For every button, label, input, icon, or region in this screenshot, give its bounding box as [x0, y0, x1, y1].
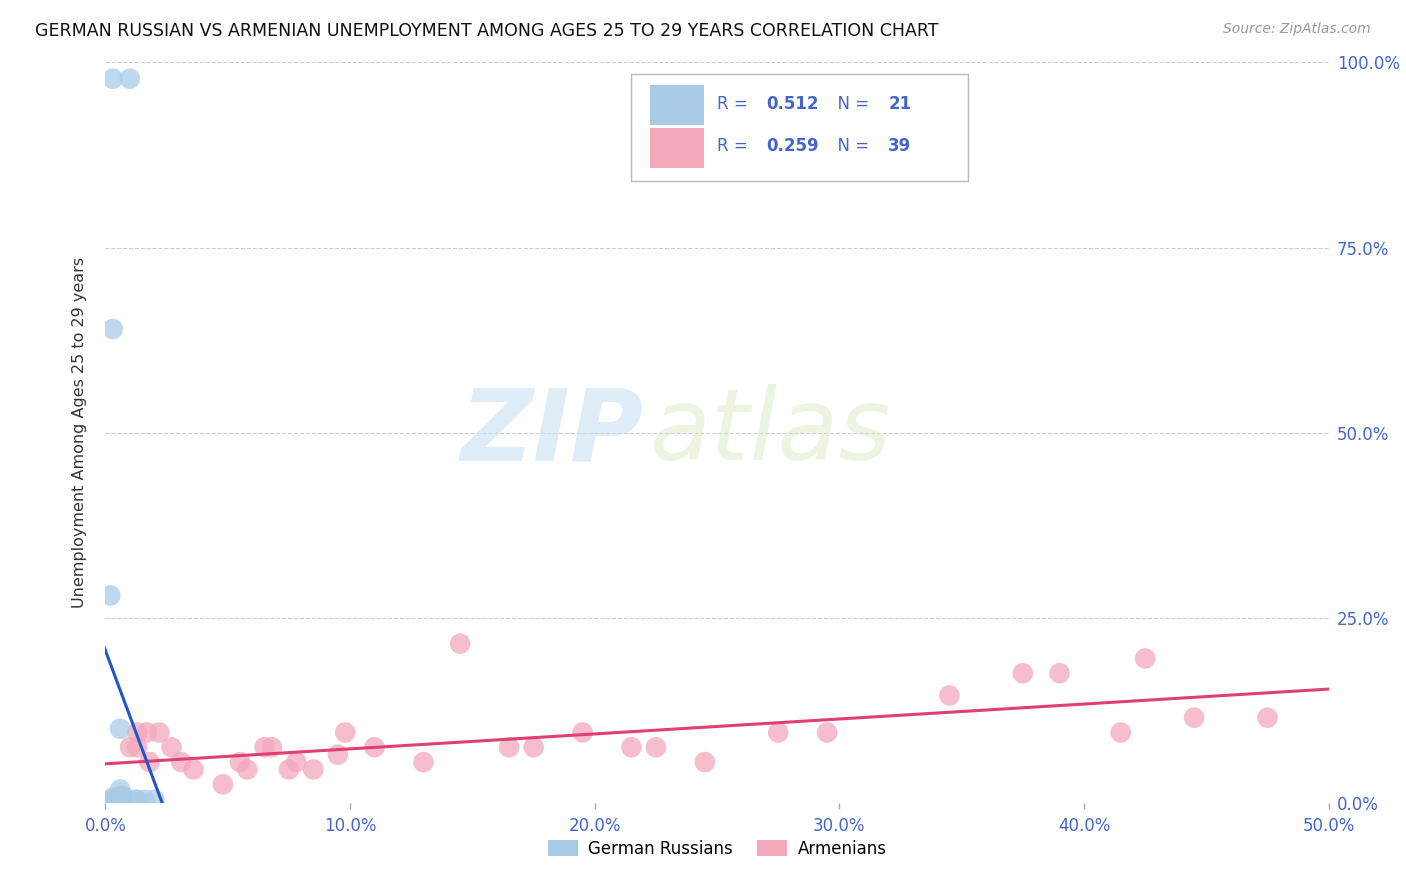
Point — [285, 755, 308, 769]
Y-axis label: Unemployment Among Ages 25 to 29 years: Unemployment Among Ages 25 to 29 years — [72, 257, 87, 608]
Point — [1182, 711, 1205, 725]
Point — [127, 793, 149, 807]
Text: 0.259: 0.259 — [766, 137, 818, 155]
Text: R =: R = — [717, 95, 754, 113]
Text: 0.512: 0.512 — [766, 95, 818, 113]
FancyBboxPatch shape — [650, 128, 703, 168]
Point — [1109, 725, 1132, 739]
Point — [1011, 666, 1033, 681]
Text: atlas: atlas — [650, 384, 891, 481]
Point — [363, 740, 385, 755]
Point — [1133, 651, 1156, 665]
Point — [111, 793, 134, 807]
Point — [693, 755, 716, 769]
Point — [768, 725, 790, 739]
Point — [136, 725, 159, 739]
Text: ZIP: ZIP — [461, 384, 644, 481]
Point — [107, 789, 129, 804]
FancyBboxPatch shape — [631, 73, 967, 181]
Point — [127, 725, 149, 739]
Point — [101, 790, 124, 805]
Point — [815, 725, 838, 739]
Point — [111, 789, 134, 804]
Point — [118, 740, 141, 755]
Text: Source: ZipAtlas.com: Source: ZipAtlas.com — [1223, 22, 1371, 37]
Point — [938, 689, 960, 703]
Point — [101, 793, 124, 807]
Point — [1256, 711, 1278, 725]
Point — [160, 740, 183, 755]
Point — [183, 763, 205, 777]
Point — [212, 777, 235, 791]
Point — [111, 789, 134, 804]
Point — [108, 782, 131, 797]
Point — [449, 637, 471, 651]
Point — [498, 740, 520, 755]
Text: 39: 39 — [889, 137, 911, 155]
Point — [118, 71, 141, 86]
Point — [104, 793, 127, 807]
Point — [101, 322, 124, 336]
Point — [104, 794, 127, 808]
Point — [104, 792, 127, 806]
Point — [108, 722, 131, 736]
Point — [138, 755, 160, 769]
Point — [98, 589, 121, 603]
Text: GERMAN RUSSIAN VS ARMENIAN UNEMPLOYMENT AMONG AGES 25 TO 29 YEARS CORRELATION CH: GERMAN RUSSIAN VS ARMENIAN UNEMPLOYMENT … — [35, 22, 939, 40]
Point — [571, 725, 593, 739]
Point — [124, 793, 146, 807]
Text: 21: 21 — [889, 95, 911, 113]
Point — [107, 793, 129, 807]
Legend: German Russians, Armenians: German Russians, Armenians — [541, 833, 893, 865]
Point — [134, 793, 156, 807]
Point — [98, 794, 121, 808]
Text: N =: N = — [827, 95, 875, 113]
Point — [104, 793, 127, 807]
Point — [302, 763, 325, 777]
Point — [253, 740, 276, 755]
Point — [412, 755, 434, 769]
Text: N =: N = — [827, 137, 875, 155]
Point — [620, 740, 643, 755]
Point — [127, 740, 149, 755]
Point — [143, 793, 166, 807]
Point — [1049, 666, 1071, 681]
Point — [644, 740, 668, 755]
Point — [236, 763, 259, 777]
Point — [229, 755, 252, 769]
FancyBboxPatch shape — [650, 86, 703, 126]
Point — [170, 755, 193, 769]
Point — [260, 740, 283, 755]
Point — [335, 725, 357, 739]
Point — [148, 725, 170, 739]
Point — [522, 740, 544, 755]
Point — [108, 792, 131, 806]
Text: R =: R = — [717, 137, 754, 155]
Point — [278, 763, 301, 777]
Point — [326, 747, 349, 762]
Point — [101, 71, 124, 86]
